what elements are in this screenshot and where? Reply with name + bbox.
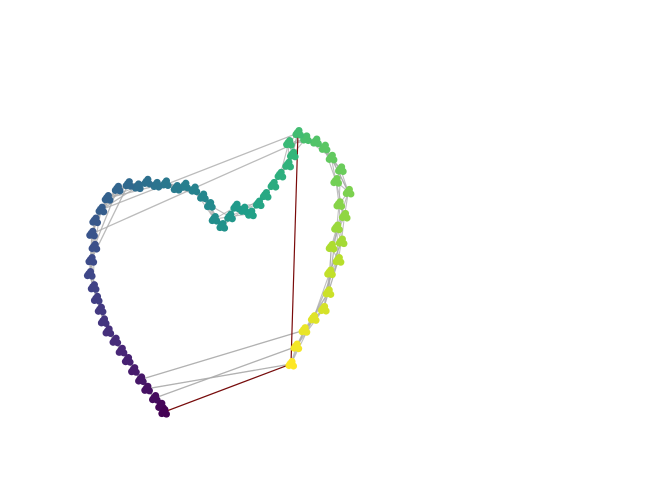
graph-edge: [327, 227, 338, 293]
graph-node: [336, 198, 344, 206]
graph-node: [144, 382, 152, 390]
graph-node: [105, 325, 113, 333]
graph-node: [301, 324, 309, 332]
graph-node: [293, 340, 301, 348]
graph-node: [98, 203, 106, 211]
graph-edge: [146, 363, 292, 390]
graph-node: [91, 240, 99, 249]
graph-node: [153, 178, 161, 187]
graph-node: [144, 175, 152, 183]
graph-node: [241, 203, 249, 211]
graph-node: [310, 312, 319, 320]
graph-node: [112, 334, 120, 342]
graph-node: [134, 180, 143, 188]
graph-node: [158, 399, 166, 407]
graph-node: [89, 227, 97, 235]
graph-node: [325, 286, 333, 294]
graph-node: [248, 207, 256, 215]
nodes-layer: [83, 126, 355, 418]
graph-node: [313, 135, 321, 143]
graph-node: [125, 178, 133, 186]
graph-node: [90, 281, 98, 289]
graph-edge: [93, 209, 102, 248]
graph-node: [182, 179, 190, 187]
graph-node: [152, 392, 160, 400]
graph-node: [277, 168, 285, 176]
graph-node: [161, 405, 169, 414]
graph-node: [100, 315, 109, 323]
graph-node: [114, 182, 122, 190]
graph-node: [124, 354, 133, 362]
graph-node: [328, 240, 336, 249]
graph-node: [233, 200, 241, 208]
graph-node: [162, 177, 171, 185]
graph-node: [327, 266, 335, 274]
graph-node: [131, 364, 139, 372]
graph-node: [173, 181, 181, 190]
graph-node: [200, 190, 208, 198]
graph-node: [270, 178, 278, 187]
graph-node: [289, 148, 298, 156]
graph-node: [93, 292, 102, 300]
graph-node: [97, 303, 105, 311]
graph-edge: [100, 132, 299, 211]
graph-node: [211, 212, 219, 221]
graph-node: [338, 163, 346, 171]
highlight-edge: [163, 363, 292, 413]
graph-node: [303, 132, 311, 140]
graph-node: [92, 214, 100, 222]
graph-node: [320, 302, 329, 311]
graph-edge: [290, 318, 314, 365]
graph-node: [262, 188, 271, 197]
graph-node: [295, 126, 303, 135]
graph-node: [138, 373, 146, 381]
graph-node: [191, 183, 199, 191]
graph-node: [118, 344, 126, 352]
graph-node: [207, 199, 215, 207]
highlight-edge: [290, 133, 299, 365]
graph-node: [333, 175, 341, 183]
edges-layer: [88, 132, 349, 413]
graph-edge: [91, 137, 306, 235]
graph-node: [227, 210, 235, 218]
graph-node: [341, 209, 350, 218]
graph-node: [219, 219, 227, 228]
graph-node: [286, 137, 294, 145]
graph-edge: [93, 188, 119, 248]
highlight-edges-layer: [163, 133, 299, 413]
graph-node: [288, 357, 296, 366]
graph-node: [328, 151, 336, 159]
graph-edge: [140, 329, 305, 380]
graph-node: [255, 197, 264, 205]
graph-node: [285, 158, 293, 166]
graph-node: [86, 268, 95, 276]
graph-edge: [295, 308, 324, 347]
graph-node: [88, 254, 96, 262]
graph-edge: [100, 185, 138, 211]
graph-edge: [330, 157, 349, 193]
graph-node: [104, 192, 112, 200]
graph-node: [338, 235, 346, 243]
graph-node: [321, 141, 329, 149]
graph-node: [335, 254, 343, 262]
graph-node: [345, 185, 353, 194]
graph-node: [334, 221, 342, 229]
graph-edge: [154, 346, 297, 399]
